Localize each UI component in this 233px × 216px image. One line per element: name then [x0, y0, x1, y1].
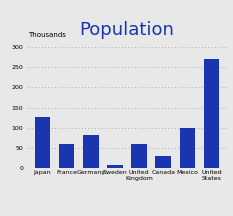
Title: Population: Population [79, 21, 175, 39]
Bar [107, 165, 123, 168]
Bar [204, 59, 219, 168]
Bar [131, 144, 147, 168]
Bar [59, 144, 75, 168]
Bar [83, 135, 99, 168]
Bar [155, 156, 171, 168]
Bar [35, 117, 50, 168]
Text: Thousands: Thousands [28, 32, 66, 38]
Bar [179, 128, 195, 168]
